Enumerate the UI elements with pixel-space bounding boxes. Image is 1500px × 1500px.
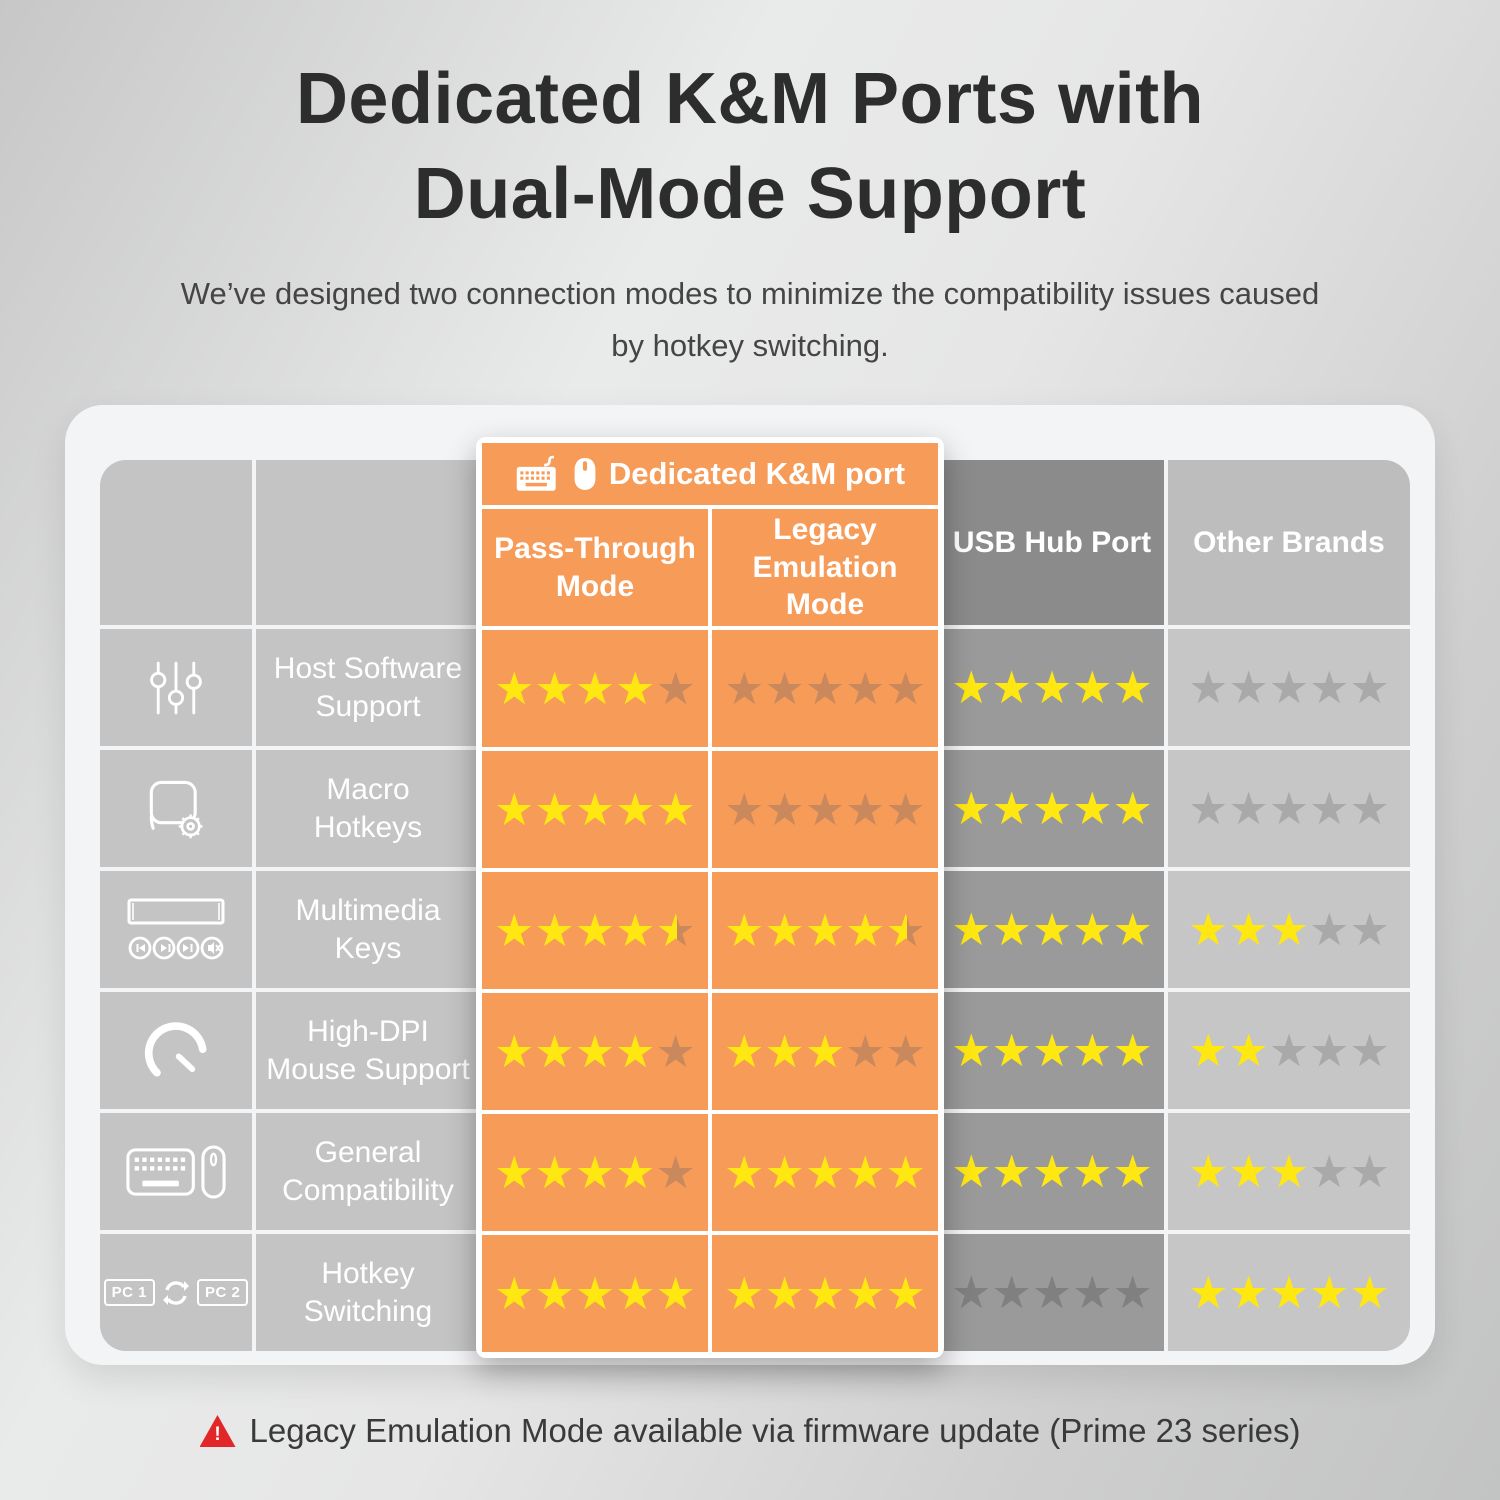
footnote: Legacy Emulation Mode available via firm…: [0, 1412, 1500, 1450]
keyboard-mouse-icon: [126, 1144, 226, 1199]
pc1-badge: PC 1: [103, 1279, 155, 1306]
row-icon-high-dpi: [100, 992, 252, 1109]
star-rating: ★ ★ ★ ★ ★: [482, 630, 708, 747]
star-rating: ★ ★ ★ ★ ★: [712, 993, 938, 1110]
mouse-icon: [574, 458, 596, 490]
pc-switch-icon: PC 1 PC 2: [103, 1279, 249, 1307]
row-icon-multimedia-keys: [100, 871, 252, 988]
row-label-hotkey-switching: Hotkey Switching: [256, 1234, 480, 1351]
other-brands-column: Other Brands ★ ★ ★ ★ ★ ★ ★ ★ ★ ★ ★ ★ ★ ★ ★ ★ ★ ★ ★ ★ ★ ★ ★…: [1168, 460, 1410, 1351]
star-rating: ★ ★ ★ ★ ★: [1168, 871, 1410, 988]
star-rating: ★ ★ ★ ★ ★: [712, 1235, 938, 1352]
star-rating: ★ ★ ★ ★ ★: [940, 1113, 1164, 1230]
keyboard-icon: [516, 455, 556, 491]
pass-through-column: Pass-Through Mode ★ ★ ★ ★ ★ ★ ★ ★ ★ ★ ★ ★ ★ ★ ★ ★ ★ ★ ★…: [482, 509, 708, 1352]
star-rating: ★ ★ ★ ★ ★: [940, 1234, 1164, 1351]
row-icon-hotkey-switching: PC 1 PC 2: [100, 1234, 252, 1351]
comparison-panel: PC 1 PC 2 Host Software Support Macro Ho…: [65, 405, 1435, 1365]
star-rating: ★ ★ ★ ★ ★: [940, 750, 1164, 867]
row-icon-host-software: [100, 629, 252, 746]
title-line-2: Dual-Mode Support: [413, 154, 1087, 235]
feature-icon-column: PC 1 PC 2: [100, 460, 252, 1351]
star-rating: ★ ★ ★ ★ ★: [482, 1114, 708, 1231]
row-label-host-software: Host Software Support: [256, 629, 480, 746]
other-brands-header: Other Brands: [1168, 460, 1410, 625]
star-rating: ★ ★ ★ ★ ★: [1168, 1113, 1410, 1230]
star-rating: ★ ★ ★ ★ ★: [1168, 1234, 1410, 1351]
star-rating: ★ ★ ★ ★ ★: [482, 751, 708, 868]
pass-through-header: Pass-Through Mode: [482, 509, 708, 626]
usb-hub-port-header: USB Hub Port: [940, 460, 1164, 625]
star-rating: ★ ★ ★ ★ ★: [940, 871, 1164, 988]
label-header-spacer: [256, 460, 480, 625]
usb-hub-port-column: USB Hub Port ★ ★ ★ ★ ★ ★ ★ ★ ★ ★ ★ ★ ★ ★ ★ ★ ★ ★ ★ ★ ★ ★ ★…: [940, 460, 1164, 1351]
star-rating: ★ ★ ★ ★ ★ ★: [712, 872, 938, 989]
star-rating: ★ ★ ★ ★ ★: [712, 1114, 938, 1231]
star-rating: ★ ★ ★ ★ ★: [712, 751, 938, 868]
dedicated-km-port-title: Dedicated K&M port: [608, 456, 906, 491]
title-line-1: Dedicated K&M Ports with: [295, 59, 1205, 139]
star-rating: ★ ★ ★ ★ ★: [940, 629, 1164, 746]
dedicated-km-port-card: Dedicated K&M port Pass-Through Mode ★ ★ ★…: [476, 437, 944, 1358]
page-title: Dedicated K&M Ports with Dual-Mode Suppor…: [0, 52, 1500, 242]
warning-icon: [199, 1415, 236, 1447]
star-rating: ★ ★ ★ ★ ★: [482, 993, 708, 1110]
row-icon-general-compatibility: [100, 1113, 252, 1230]
star-rating: ★ ★ ★ ★ ★: [1168, 750, 1410, 867]
sliders-icon: [150, 661, 202, 714]
corner-spacer-cell: [100, 460, 252, 625]
row-label-macro-hotkeys: Macro Hotkeys: [256, 750, 480, 867]
star-rating: ★ ★ ★ ★ ★: [482, 1235, 708, 1352]
dedicated-km-port-banner: Dedicated K&M port: [482, 443, 938, 505]
multimedia-keys-icon: [127, 898, 225, 959]
legacy-emulation-header: Legacy Emulation Mode: [712, 509, 938, 626]
star-rating: ★ ★ ★ ★ ★ ★: [482, 872, 708, 989]
page-subtitle: We’ve designed two connection modes to m…: [180, 276, 1320, 364]
gauge-icon: [144, 1021, 207, 1077]
km-subcolumns: Pass-Through Mode ★ ★ ★ ★ ★ ★ ★ ★ ★ ★ ★ ★ ★ ★ ★ ★ ★ ★ ★…: [482, 509, 938, 1352]
row-label-general-compatibility: General Compatibility: [256, 1113, 480, 1230]
footnote-text: Legacy Emulation Mode available via firm…: [249, 1412, 1301, 1449]
row-icon-macro-hotkeys: [100, 750, 252, 867]
star-rating: ★ ★ ★ ★ ★: [1168, 992, 1410, 1109]
feature-label-column: Host Software Support Macro Hotkeys Mult…: [256, 460, 480, 1351]
macro-hotkeys-icon: [149, 780, 203, 838]
star-rating: ★ ★ ★ ★ ★: [712, 630, 938, 747]
row-label-high-dpi: High-DPI Mouse Support: [256, 992, 480, 1109]
pc2-badge: PC 2: [197, 1279, 249, 1306]
swap-arrows-icon: [163, 1280, 189, 1305]
page-header: Dedicated K&M Ports with Dual-Mode Suppor…: [0, 52, 1500, 372]
star-rating: ★ ★ ★ ★ ★: [940, 992, 1164, 1109]
row-label-multimedia-keys: Multimedia Keys: [256, 871, 480, 988]
star-rating: ★ ★ ★ ★ ★: [1168, 629, 1410, 746]
legacy-emulation-column: Legacy Emulation Mode ★ ★ ★ ★ ★ ★ ★ ★ ★ ★ ★ ★ ★ ★ ★ ★…: [712, 509, 938, 1352]
